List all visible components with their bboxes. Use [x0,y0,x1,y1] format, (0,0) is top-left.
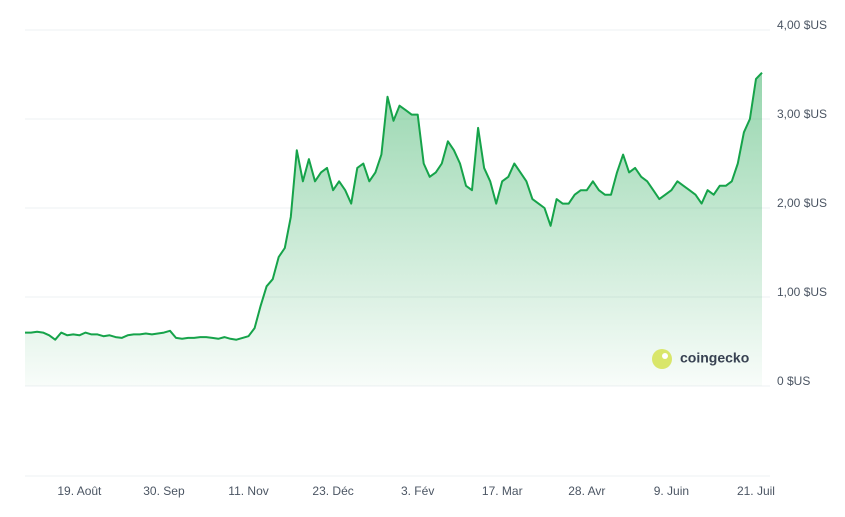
x-tick-label: 3. Fév [401,484,434,498]
x-tick-label: 11. Nov [228,484,268,498]
y-tick-label: 0 $US [777,374,810,388]
x-tick-label: 28. Avr [568,484,605,498]
watermark-text: coingecko [680,350,749,366]
x-tick-label: 19. Août [57,484,102,498]
logo [652,349,672,369]
x-tick-label: 23. Déc [312,484,353,498]
y-tick-label: 3,00 $US [777,107,827,121]
area [25,72,762,386]
y-tick-label: 4,00 $US [777,18,827,32]
y-tick-label: 2,00 $US [777,196,827,210]
x-tick-label: 30. Sep [143,484,185,498]
y-tick-label: 1,00 $US [777,285,827,299]
watermark: coingecko [652,349,749,369]
x-tick-label: 21. Juil [737,484,775,498]
logo-eye [662,353,668,359]
price-line [25,72,763,341]
x-tick-label: 9. Juin [654,484,689,498]
x-tick-label: 17. Mar [482,484,523,498]
